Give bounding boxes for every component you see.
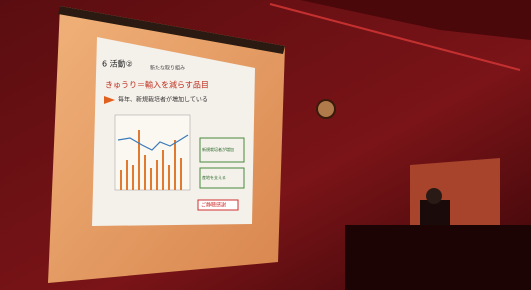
podium — [345, 225, 531, 290]
slide-footer: ご静聴感謝 — [201, 202, 226, 209]
box-text: 産地を支える — [202, 174, 226, 180]
box-text: 新規栽培者が増加 — [202, 146, 234, 152]
speaker-head — [426, 188, 442, 204]
slide-subheading: 新たな取り組み — [150, 65, 185, 72]
slide-headline: きゅうり＝輸入を減らす品目 — [105, 80, 209, 90]
scene: 6 活動② 新たな取り組み きゅうり＝輸入を減らす品目 毎年、新規栽培者が増加し… — [0, 0, 531, 290]
slide-heading: 6 活動② — [102, 59, 133, 69]
clock — [317, 100, 335, 118]
slide-note: 毎年、新規栽培者が増加している — [118, 96, 208, 104]
